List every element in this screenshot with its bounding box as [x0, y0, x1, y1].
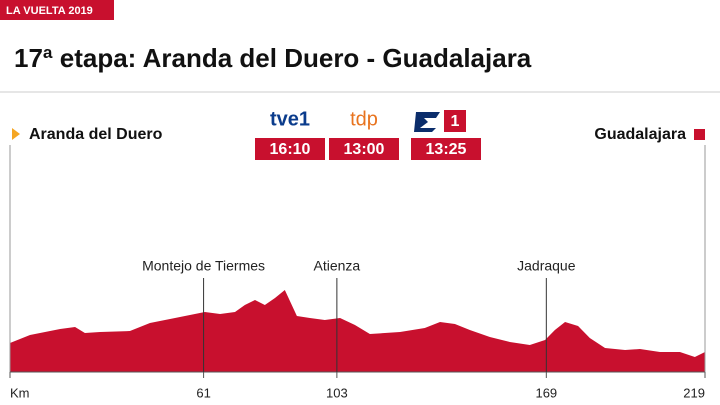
- logo-mark: [414, 112, 440, 132]
- badge-bg: [0, 0, 114, 20]
- x-tick-label: 169: [535, 385, 557, 400]
- start-icon: [12, 128, 20, 140]
- finish-icon: [694, 129, 705, 140]
- profile: [10, 290, 705, 372]
- x-tick-label: 103: [326, 385, 348, 400]
- time: 13:25: [426, 141, 467, 158]
- broadcaster-logo: tdp: [350, 108, 378, 130]
- logo-number: 1: [451, 113, 460, 130]
- marker-label: Jadraque: [517, 258, 576, 274]
- start-label: Aranda del Duero: [29, 126, 163, 143]
- x-tick-label: 219: [683, 385, 705, 400]
- badge: LA VUELTA 2019: [6, 5, 93, 17]
- time-box: [411, 138, 481, 160]
- marker-label: Atienza: [314, 258, 361, 274]
- x-tick-label: 61: [196, 385, 210, 400]
- time: 16:10: [270, 141, 311, 158]
- title: 17ª etapa: Aranda del Duero - Guadalajar…: [14, 43, 532, 73]
- x-tick-label: Km: [10, 385, 30, 400]
- broadcaster-logo: tve1: [270, 108, 310, 130]
- logo-box: [444, 110, 466, 132]
- finish-label: Guadalajara: [594, 126, 686, 143]
- marker-label: Montejo de Tiermes: [142, 258, 265, 274]
- time-box: [329, 138, 399, 160]
- time: 13:00: [344, 141, 385, 158]
- time-box: [255, 138, 325, 160]
